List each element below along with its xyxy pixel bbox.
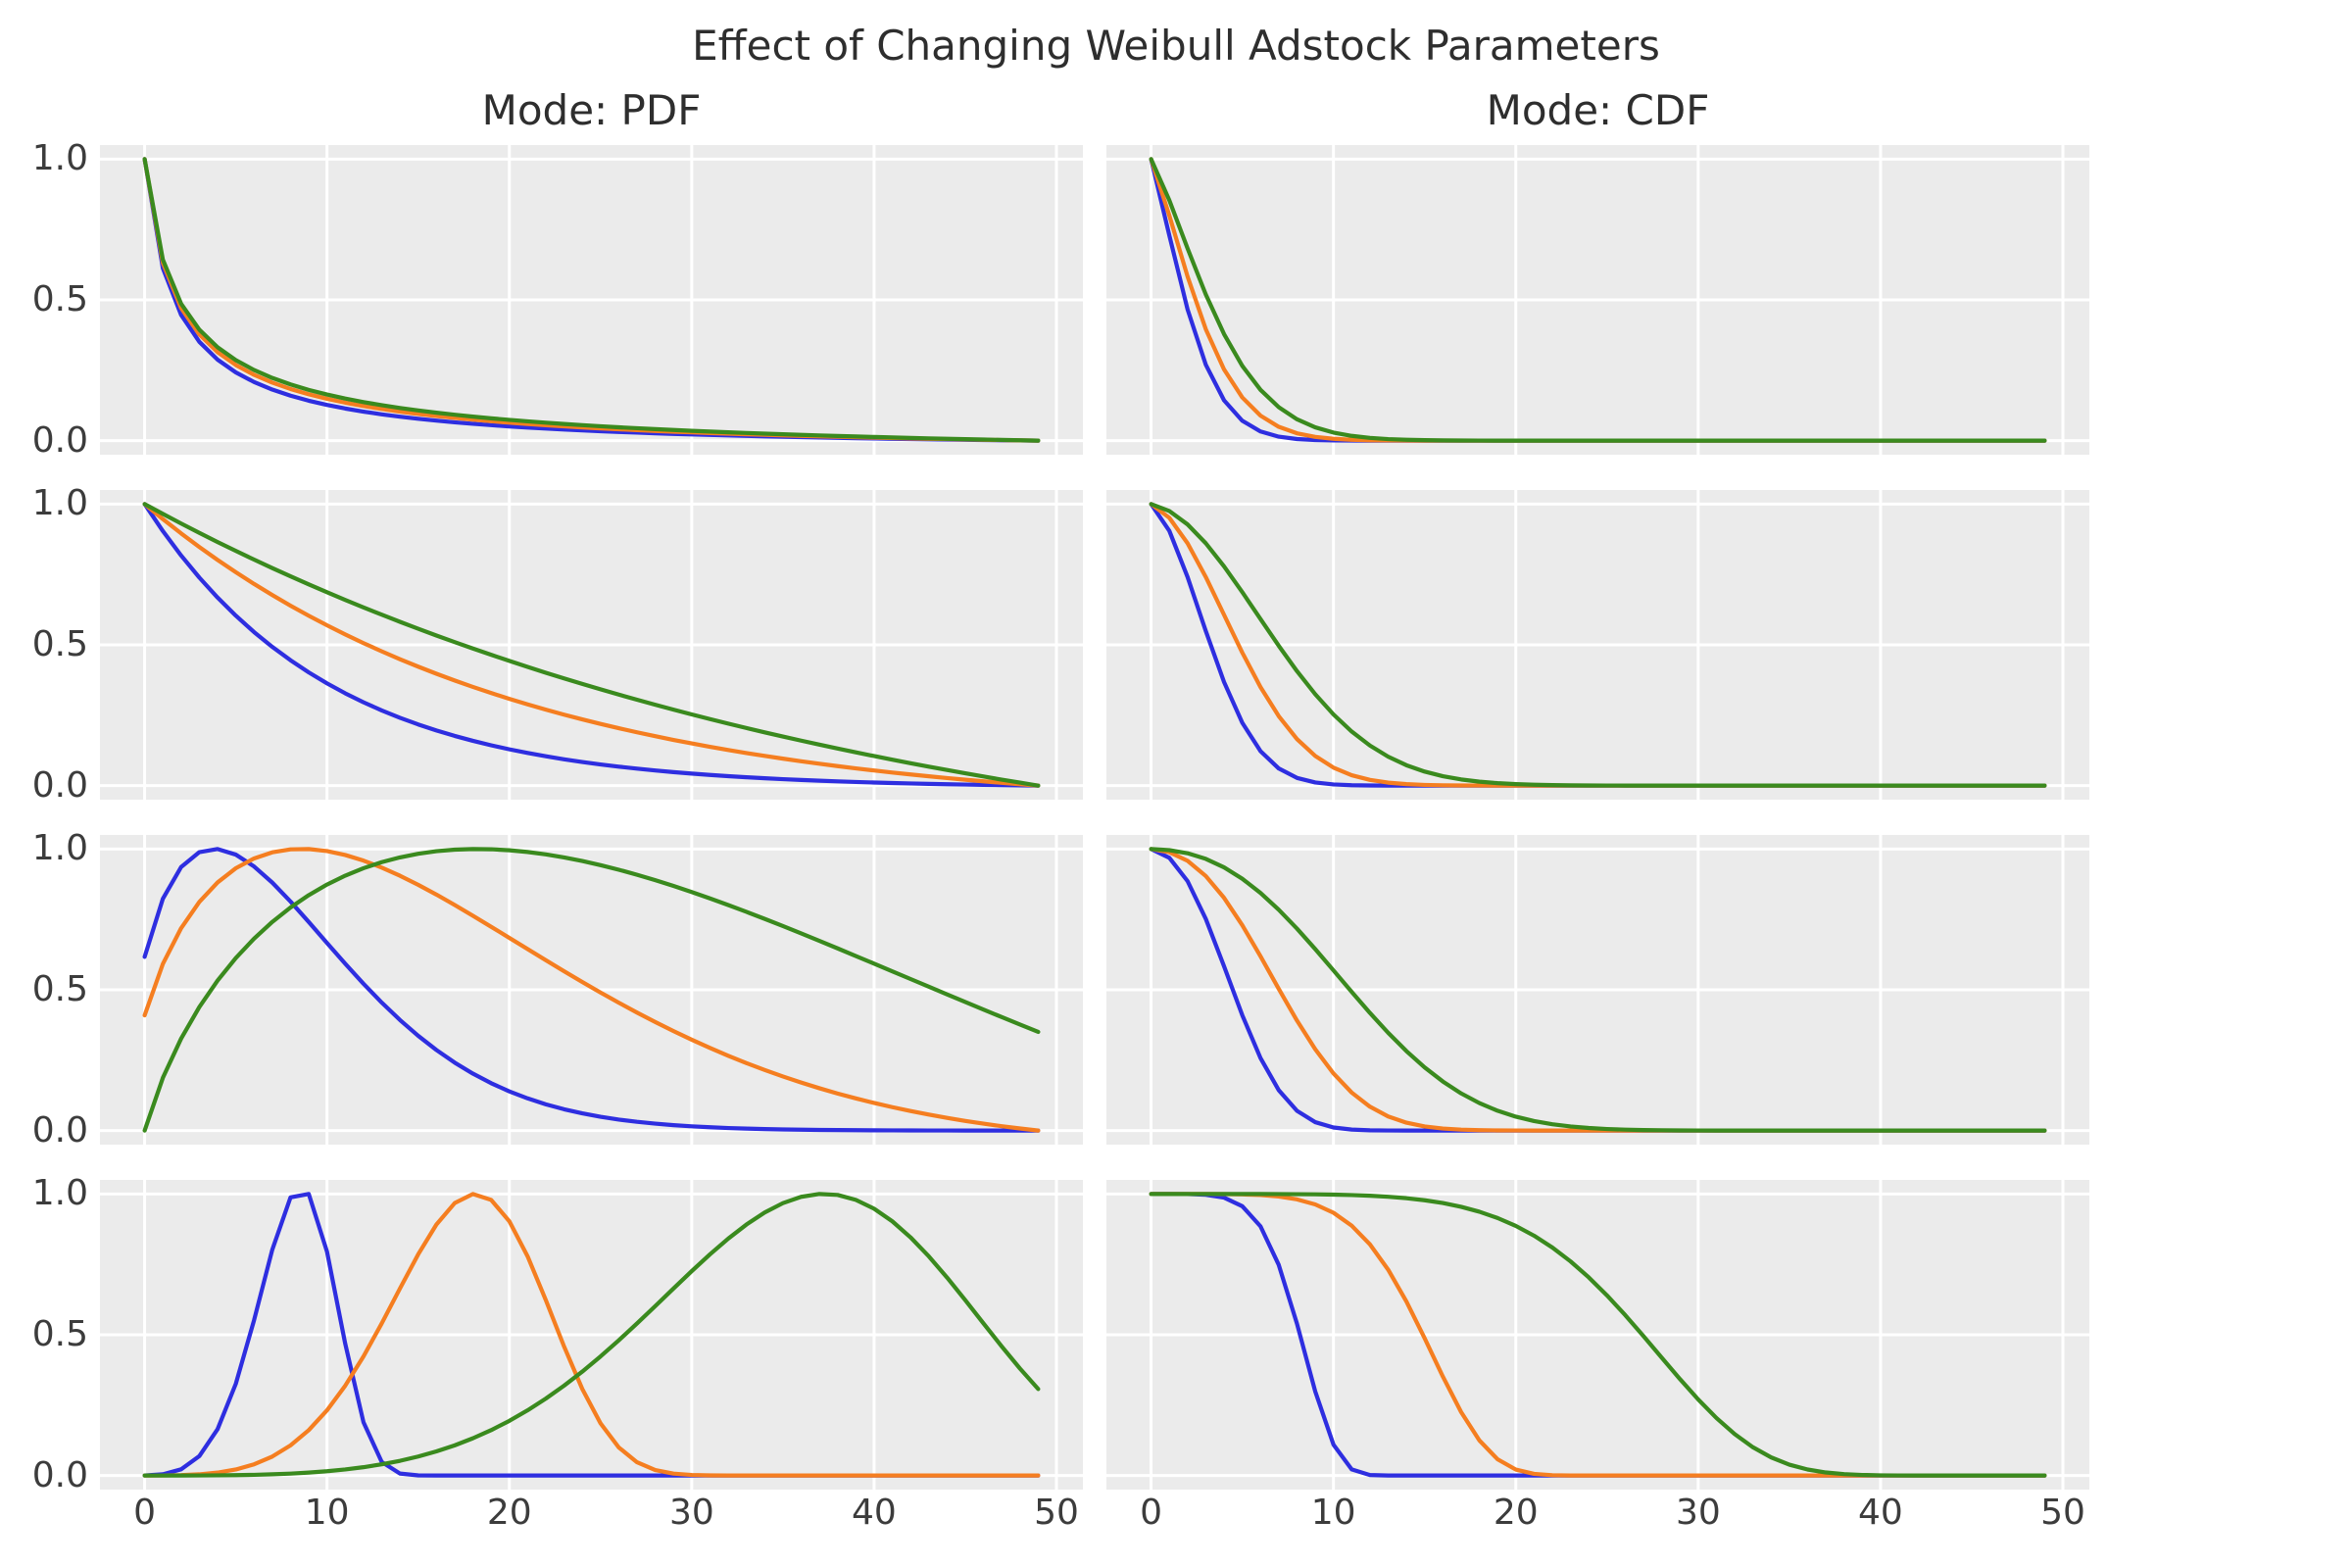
plot-area — [1106, 490, 2089, 800]
x-tick-label: 20 — [1493, 1493, 1539, 1533]
subplot-cdf-shape-0p5 — [1106, 145, 2089, 455]
series-line-scale-40 — [142, 502, 1041, 788]
x-tick-label: 40 — [852, 1493, 897, 1533]
y-tick-label: 1.0 — [31, 1173, 88, 1214]
plot-area — [1106, 835, 2089, 1145]
y-tick-label: 0.5 — [31, 279, 88, 319]
series-line-scale-40 — [142, 847, 1041, 1133]
series-line-scale-40 — [142, 157, 1041, 443]
y-tick-label: 1.0 — [31, 828, 88, 869]
x-tick-label: 50 — [1034, 1493, 1079, 1533]
subplot-cdf-shape-1 — [1106, 490, 2089, 800]
x-tick-label: 50 — [2040, 1493, 2085, 1533]
subplot-pdf-shape-1 — [100, 490, 1083, 800]
figure-title: Effect of Changing Weibull Adstock Param… — [692, 22, 1660, 70]
subplot-pdf-shape-0p5 — [100, 145, 1083, 455]
subplot-pdf-shape-1p5 — [100, 835, 1083, 1145]
y-tick-label: 0.0 — [31, 1454, 88, 1495]
plot-area — [100, 1180, 1083, 1490]
plot-area — [1106, 145, 2089, 455]
series-line-scale-40 — [1149, 847, 2047, 1133]
series-line-scale-20 — [142, 1192, 1041, 1478]
x-tick-label: 0 — [133, 1493, 157, 1533]
series-line-scale-20 — [142, 847, 1041, 1133]
column-title-pdf: Mode: PDF — [481, 86, 702, 134]
subplot-pdf-shape-5 — [100, 1180, 1083, 1490]
y-tick-label: 0.0 — [31, 764, 88, 806]
x-tick-label: 30 — [1675, 1493, 1721, 1533]
plot-area — [1106, 1180, 2089, 1490]
series-line-scale-10 — [142, 502, 1041, 788]
subplot-cdf-shape-5 — [1106, 1180, 2089, 1490]
y-tick-label: 0.0 — [31, 1109, 88, 1151]
y-tick-label: 0.5 — [31, 624, 88, 664]
series-line-scale-40 — [142, 1192, 1041, 1478]
plot-area — [100, 490, 1083, 800]
series-line-scale-40 — [1149, 157, 2047, 443]
x-tick-label: 40 — [1858, 1493, 1903, 1533]
y-tick-label: 0.5 — [31, 1314, 88, 1354]
x-tick-label: 0 — [1140, 1493, 1163, 1533]
series-line-scale-20 — [142, 502, 1041, 788]
column-title-cdf: Mode: CDF — [1486, 86, 1710, 134]
x-tick-label: 30 — [668, 1493, 714, 1533]
plot-area — [100, 145, 1083, 455]
y-tick-label: 1.0 — [31, 138, 88, 179]
x-tick-label: 10 — [304, 1493, 350, 1533]
plot-area — [100, 835, 1083, 1145]
subplot-cdf-shape-1p5 — [1106, 835, 2089, 1145]
y-tick-label: 0.5 — [31, 969, 88, 1009]
x-tick-label: 10 — [1310, 1493, 1356, 1533]
series-line-scale-40 — [1149, 1192, 2047, 1478]
series-line-scale-40 — [1149, 502, 2047, 788]
x-tick-label: 20 — [486, 1493, 532, 1533]
y-tick-label: 0.0 — [31, 419, 88, 461]
y-tick-label: 1.0 — [31, 483, 88, 524]
